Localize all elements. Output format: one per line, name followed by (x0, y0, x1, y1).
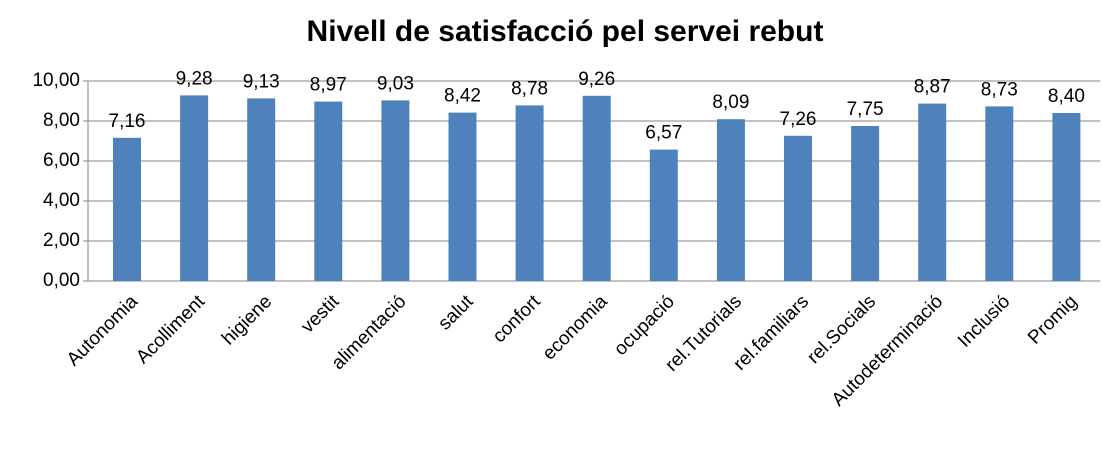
x-tick-label: ocupació (610, 291, 679, 360)
chart-title: Nivell de satisfacció pel servei rebut (307, 15, 824, 48)
x-tick-label: vestit (297, 291, 344, 338)
value-label: 8,73 (981, 79, 1018, 100)
value-label: 8,87 (914, 77, 951, 98)
x-tick-label: Inclusió (954, 291, 1014, 351)
value-label: 7,75 (847, 99, 884, 120)
bar (381, 100, 410, 282)
value-label: 8,78 (511, 78, 548, 99)
bar (448, 112, 477, 281)
bar (180, 95, 209, 282)
x-tick-label: higiene (218, 291, 276, 349)
x-tick-label: salut (434, 291, 478, 335)
x-tick-label: Acolliment (132, 291, 209, 368)
x-tick-label: Autodeterminació (828, 291, 947, 410)
value-label: 9,03 (377, 73, 414, 94)
y-tick-label: 4,00 (43, 190, 80, 211)
bar (716, 119, 745, 281)
value-label: 9,26 (578, 69, 615, 90)
bar (649, 149, 678, 281)
y-tick-label: 2,00 (43, 230, 80, 251)
y-tick-label: 10,00 (32, 70, 80, 91)
value-label: 8,40 (1048, 86, 1085, 107)
value-label: 8,09 (712, 92, 749, 113)
y-tick-label: 6,00 (43, 150, 80, 171)
value-label: 9,28 (176, 68, 213, 89)
x-tick-label: Autonomia (63, 291, 142, 370)
value-label: 7,16 (109, 111, 146, 132)
value-label: 6,57 (645, 123, 682, 144)
x-tick-label: Promig (1024, 291, 1081, 348)
bar (247, 98, 276, 282)
bar (784, 135, 812, 281)
value-label: 8,42 (444, 86, 481, 107)
bar (918, 103, 947, 281)
bar (1052, 113, 1081, 281)
bar (985, 106, 1014, 282)
x-tick-label: confort (489, 291, 545, 347)
value-label: 8,97 (310, 75, 347, 96)
bar (851, 126, 880, 281)
bar (314, 101, 343, 281)
bar (582, 95, 611, 281)
bar (113, 137, 141, 281)
value-label: 9,13 (243, 71, 280, 92)
y-tick-label: 0,00 (43, 270, 80, 291)
y-tick-label: 8,00 (43, 110, 80, 131)
bar (515, 105, 544, 282)
value-label: 7,26 (780, 109, 817, 130)
x-tick-label: economia (539, 291, 612, 364)
